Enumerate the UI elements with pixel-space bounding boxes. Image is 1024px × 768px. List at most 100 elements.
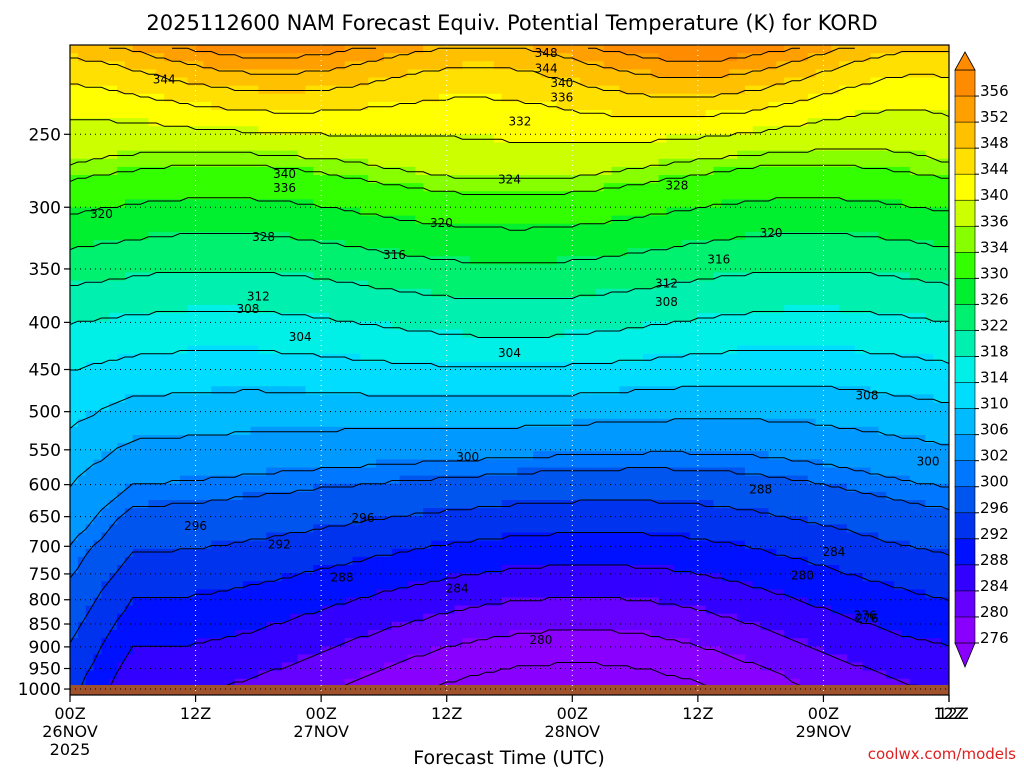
contour-label: 348 [535,46,558,60]
contour-line [588,47,800,62]
contour-line [70,164,949,195]
contour-line [70,148,949,179]
colorbar-swatch [954,252,976,280]
contour-label: 316 [707,253,730,267]
x-tick-label: 12Z [180,704,211,723]
colorbar-label: 300 [980,473,1009,491]
contour-label: 324 [498,173,521,187]
contour-line [132,597,949,695]
contour-label: 300 [917,454,940,468]
contour-line [415,662,730,695]
y-tick-label: 650 [29,508,61,528]
colorbar-label: 314 [980,369,1009,387]
colorbar-swatch [954,512,976,540]
contour-label: 328 [665,178,688,192]
x-date-label: 28NOV [544,722,600,741]
contour-label: 276 [854,608,877,622]
contour-label: 288 [331,571,354,585]
y-tick-label: 300 [29,198,61,218]
y-tick-label: 800 [29,591,61,611]
colorbar-swatch [954,304,976,332]
colorbar-swatch [954,408,976,436]
colorbar-label: 288 [980,551,1009,569]
y-tick-label: 550 [29,441,61,461]
colorbar-swatch [954,69,976,97]
contour-line [70,418,949,488]
x-date-label: 29NOV [796,722,852,741]
x-tick-label: 12Z [431,704,462,723]
pressure-axis: 250 300 350 400 450 500 550 600 650 700 750 800 850 9… [18,125,70,700]
colorbar-label: 296 [980,499,1009,517]
contour-label: 300 [456,450,479,464]
x-year-label: 2025 [50,740,91,759]
y-tick-label: 950 [29,660,61,680]
y-tick-label: 900 [29,638,61,658]
contour-line [70,350,949,371]
colorbar-label: 352 [980,108,1009,126]
colorbar-label: 348 [980,134,1009,152]
contour-line [70,233,949,264]
colorbar-label: 330 [980,264,1009,282]
colorbar-label: 318 [980,343,1009,361]
contour-label: 316 [383,248,406,262]
y-tick-label: 350 [29,260,61,280]
x-tick-label: 12Z [682,704,713,723]
x-tick-label: 00Z [305,704,336,723]
colorbar-label: 336 [980,212,1009,230]
contour-label: 328 [252,230,275,244]
y-tick-label: 750 [29,565,61,585]
colorbar-swatch [954,147,976,175]
contour-label: 280 [529,633,552,647]
y-tick-label: 450 [29,361,61,381]
x-date-label: 26NOV [42,722,98,741]
contour-label: 340 [550,76,573,90]
colorbar-label: 326 [980,290,1009,308]
y-tick-label: 600 [29,476,61,496]
contour-label: 312 [655,277,678,291]
colorbar-swatch [954,121,976,149]
colorbar-swatch [954,278,976,306]
colorbar-swatch [954,590,976,618]
ground-fill [70,685,949,695]
contour-line [70,51,949,98]
contour-line [77,532,949,695]
contour-lines [70,47,949,695]
contour-label: 332 [509,114,532,128]
y-tick-label: 400 [29,313,61,333]
contour-label: 344 [153,72,176,86]
contour-line [70,197,949,231]
colorbar-label: 276 [980,629,1009,647]
contour-line [70,73,949,117]
x-date-label: 27NOV [293,722,349,741]
colorbar-label: 334 [980,238,1009,256]
contour-label: 284 [446,582,469,596]
colorbar-swatch [954,330,976,358]
colorbar-label: 340 [980,186,1009,204]
contour-label: 320 [430,216,453,230]
contour-label: 296 [184,519,207,533]
colorbar: 276 280 284 288 292 296 300 302 306 310 314 318 322 3… [954,51,1009,669]
contour-label: 336 [550,90,573,104]
colorbar-label: 322 [980,316,1009,334]
contour-line [108,564,949,689]
contour-label: 320 [760,226,783,240]
x-tick-label: 00Z [808,704,839,723]
contour-label: 292 [268,538,291,552]
contour-label: 312 [247,290,270,304]
contour-label: 340 [273,167,296,181]
colorbar-label: 344 [980,160,1009,178]
y-tick-label: 500 [29,403,61,423]
contour-label: 288 [749,482,772,496]
colorbar-label: 356 [980,82,1009,100]
colorbar-label: 284 [980,577,1009,595]
colorbar-label: 306 [980,421,1009,439]
chart-title: 2025112600 NAM Forecast Equiv. Potential… [146,11,877,35]
colorbar-label: 292 [980,525,1009,543]
contour-label: 304 [289,330,312,344]
colorbar-min-arrow [954,642,976,669]
colorbar-swatch [954,225,976,254]
y-tick-label: 850 [29,615,61,635]
